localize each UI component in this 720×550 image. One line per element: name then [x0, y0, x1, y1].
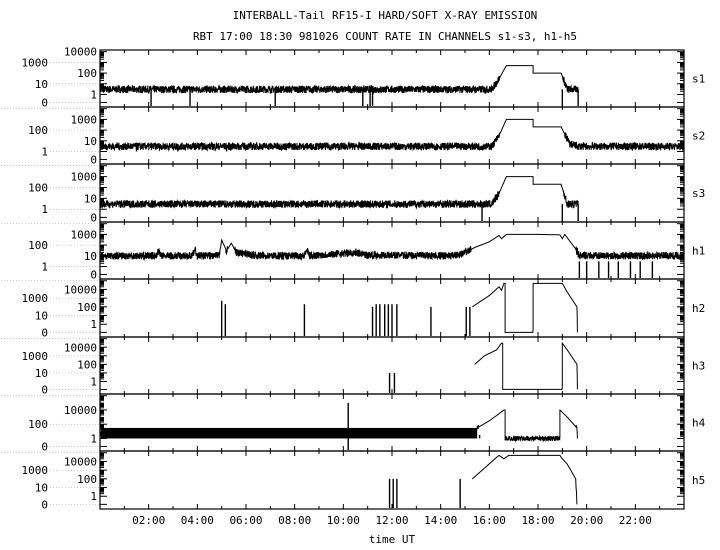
channel-label-s2: s2 [692, 130, 705, 143]
y-tick-label: 10000 [64, 46, 97, 59]
series-line-h5 [472, 454, 578, 505]
y-tick-label: 1 [41, 203, 48, 216]
panel-frame [99, 106, 685, 165]
y-tick-label: 1 [90, 432, 97, 445]
series-line-h4 [476, 409, 578, 443]
panel-s2: 1000010001001010s2 [1, 106, 705, 166]
y-tick-label: 10 [84, 250, 97, 263]
y-tick-label: 1 [41, 145, 48, 158]
y-tick-label: 0 [90, 211, 97, 224]
series-line-h2 [472, 282, 578, 333]
noise-band [101, 427, 478, 439]
y-tick-label: 100 [77, 301, 97, 314]
x-tick-label: 18:00 [521, 514, 554, 527]
y-tick-label: 0 [41, 326, 48, 339]
y-tick-label: 10000 [64, 283, 97, 296]
channel-label-h4: h4 [692, 417, 706, 430]
panel-frame [99, 450, 685, 510]
y-tick-label: 100 [77, 358, 97, 371]
y-tick-label: 10 [35, 367, 48, 380]
y-tick-label: 10000 [64, 404, 97, 417]
x-tick-label: 10:00 [327, 514, 360, 527]
y-tick-label: 1000 [22, 292, 49, 305]
x-tick-label: 14:00 [424, 514, 457, 527]
y-tick-label: 10 [84, 135, 97, 148]
y-tick-label: 1 [90, 88, 97, 101]
channel-label-h2: h2 [692, 302, 705, 315]
y-tick-label: 10000 [64, 341, 97, 354]
panel-h2: 1000001000010001001010h2 [1, 278, 705, 339]
y-tick-label: 10 [35, 310, 48, 323]
chart-title: INTERBALL-Tail RF15-I HARD/SOFT X-RAY EM… [233, 9, 538, 22]
channel-label-s1: s1 [692, 73, 705, 86]
y-tick-label: 1 [90, 490, 97, 503]
panels: 1000010001001010s11000010001001010s21000… [1, 46, 706, 527]
panel-frame [99, 49, 685, 108]
x-tick-label: 20:00 [570, 514, 603, 527]
y-tick-label: 1 [90, 318, 97, 331]
series-line-h3 [474, 341, 578, 390]
series-line-s3 [99, 176, 579, 210]
series-line-s2 [99, 118, 685, 152]
y-tick-label: 0 [41, 440, 48, 453]
channel-label-h5: h5 [692, 474, 705, 487]
x-tick-label: 08:00 [278, 514, 311, 527]
panel-h5: 1000001000010001001010h5 [1, 450, 705, 511]
panel-h3: 1000001000010001001010h3 [1, 336, 705, 396]
panel-frame [99, 336, 685, 395]
x-tick-label: 12:00 [375, 514, 408, 527]
y-tick-label: 1000 [22, 56, 49, 69]
y-tick-label: 100 [28, 181, 48, 194]
y-tick-label: 10 [35, 78, 48, 91]
y-tick-label: 100 [28, 124, 48, 137]
panel-h4: 10000001000010010h4 [1, 393, 706, 453]
y-tick-label: 100 [28, 239, 48, 252]
panel-frame [99, 221, 685, 280]
channel-label-s3: s3 [692, 187, 705, 200]
panel-frame [99, 163, 685, 223]
panel-h1: 1000010001001010h1 [1, 221, 705, 281]
y-tick-label: 10 [84, 192, 97, 205]
y-tick-label: 0 [90, 268, 97, 281]
y-tick-label: 100 [77, 473, 97, 486]
series-line-s1 [99, 65, 579, 95]
y-tick-label: 0 [41, 498, 48, 511]
y-tick-label: 100 [28, 418, 48, 431]
y-tick-label: 1000 [71, 113, 98, 126]
chart-subtitle: RBT 17:00 18:30 981026 COUNT RATE IN CHA… [193, 30, 577, 43]
panel-s3: 1000010001001010s3 [1, 163, 705, 224]
y-tick-label: 100 [77, 67, 97, 80]
y-tick-label: 1000 [71, 171, 98, 184]
y-tick-label: 1 [41, 260, 48, 273]
y-tick-label: 1000 [71, 228, 98, 241]
y-tick-label: 10 [35, 482, 48, 495]
y-tick-label: 10000 [64, 455, 97, 468]
y-tick-label: 0 [41, 96, 48, 109]
x-tick-label: 06:00 [229, 514, 262, 527]
x-tick-label: 16:00 [473, 514, 506, 527]
y-tick-label: 1000 [22, 350, 49, 363]
y-tick-label: 0 [90, 153, 97, 166]
x-tick-label: 22:00 [619, 514, 652, 527]
x-tick-label: 04:00 [181, 514, 214, 527]
panel-frame [99, 393, 685, 452]
channel-label-h1: h1 [692, 245, 705, 258]
y-tick-label: 1000 [22, 464, 49, 477]
y-tick-label: 1 [90, 375, 97, 388]
x-axis-label: time UT [369, 533, 416, 546]
series-line-h1 [99, 233, 685, 262]
x-tick-label: 02:00 [132, 514, 165, 527]
y-tick-label: 0 [41, 383, 48, 396]
channel-label-h3: h3 [692, 360, 705, 373]
